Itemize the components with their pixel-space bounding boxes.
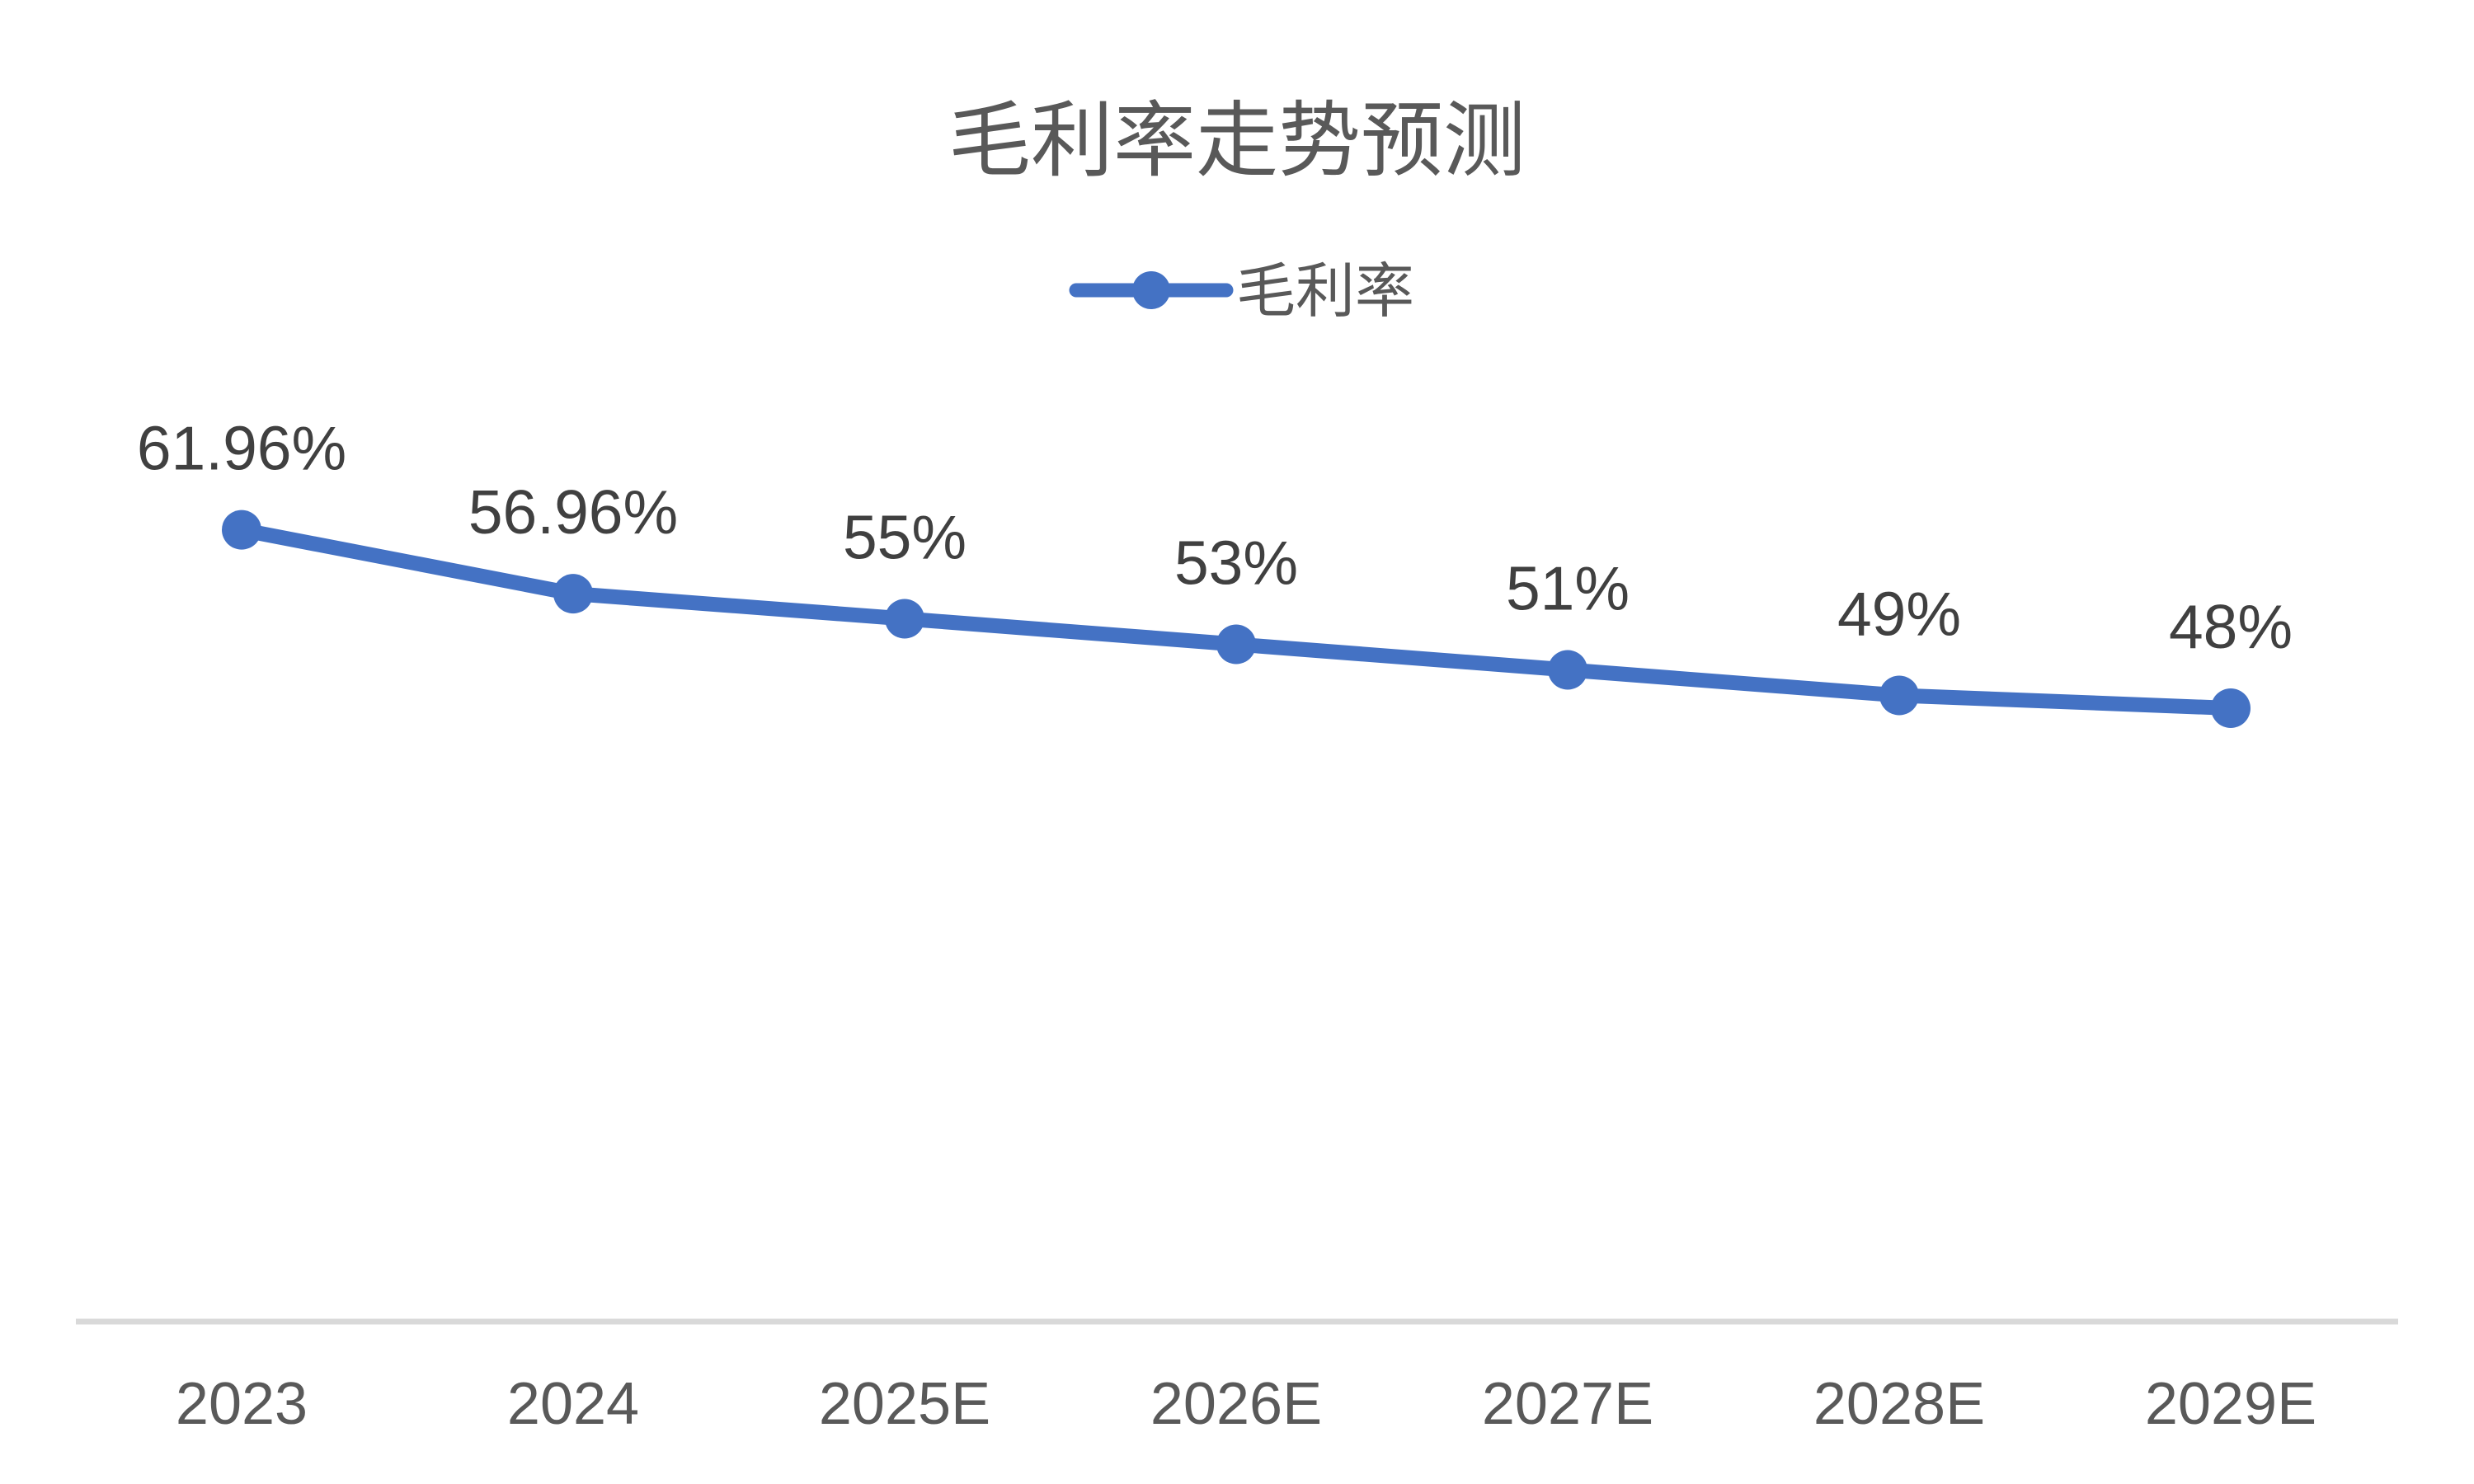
data-labels: 61.96% 56.96% 55% 53% 51% 49% 48% [137,414,2293,661]
x-axis-tick-label: 2029E [2145,1371,2316,1437]
data-label: 48% [2169,592,2293,661]
chart-title: 毛利率走势预测 [948,92,1526,189]
chart-legend: 毛利率 [1069,259,1414,325]
data-point-marker-icon [553,574,593,614]
x-axis-tick-label: 2024 [507,1371,639,1437]
x-axis-tick-label: 2027E [1482,1371,1653,1437]
x-axis-tick-label: 2026E [1150,1371,1322,1437]
data-label: 49% [1837,580,1961,649]
series-gross-margin [222,510,2251,728]
data-point-marker-icon [222,510,261,550]
data-label: 55% [843,503,967,572]
data-point-marker-icon [2211,688,2251,728]
legend-label: 毛利率 [1236,259,1414,325]
data-label: 51% [1506,554,1630,623]
data-point-marker-icon [1879,675,1919,716]
x-axis-tick-label: 2028E [1813,1371,1985,1437]
x-axis-tick-label: 2023 [176,1371,308,1437]
data-label: 61.96% [137,414,346,483]
x-axis-tick-label: 2025E [819,1371,990,1437]
data-point-marker-icon [1548,650,1587,690]
data-label: 53% [1174,528,1298,598]
x-axis-tick-labels: 2023 2024 2025E 2026E 2027E 2028E 2029E [176,1371,2316,1437]
data-label: 56.96% [468,477,678,547]
data-point-marker-icon [885,599,924,639]
data-point-marker-icon [1216,624,1256,665]
legend-point-marker-icon [1132,271,1170,309]
